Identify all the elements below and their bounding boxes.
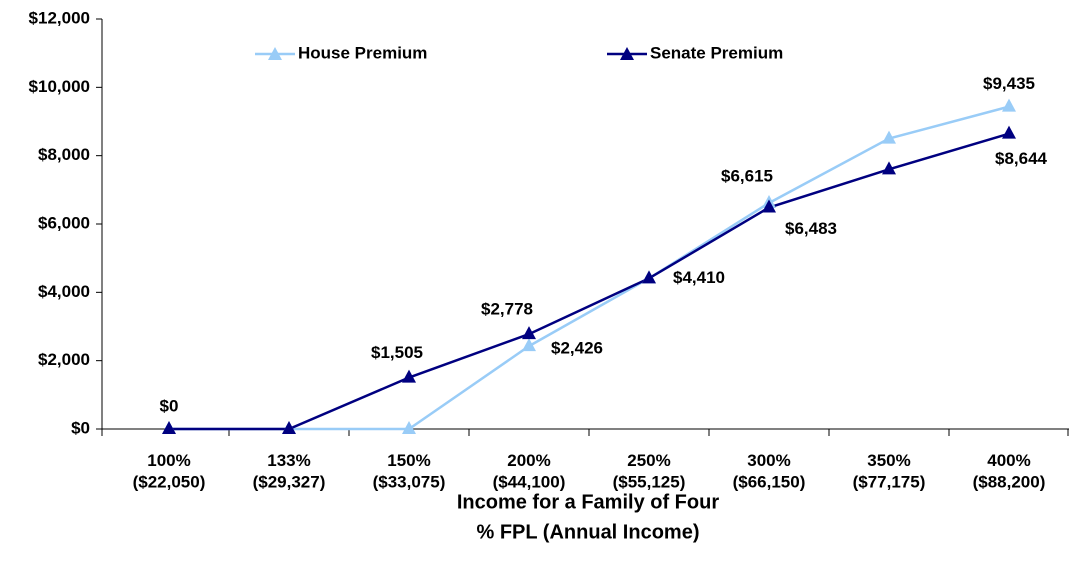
marker	[402, 421, 416, 434]
data-label: $2,778	[481, 300, 533, 319]
marker	[642, 270, 656, 284]
y-tick-label: $2,000	[38, 350, 90, 369]
x-tick-label: 150% ($33,075)	[373, 451, 446, 491]
data-label: $2,426	[551, 339, 603, 358]
x-tick-label: 350% ($77,175)	[853, 451, 926, 491]
legend-label: House Premium	[298, 43, 427, 62]
marker	[522, 326, 536, 340]
legend-marker	[268, 47, 282, 60]
data-label: $6,615	[721, 166, 773, 185]
x-tick-label: 200% ($44,100)	[493, 451, 566, 491]
x-axis-title: % FPL (Annual Income)	[477, 521, 700, 543]
x-tick-label: 100% ($22,050)	[133, 451, 206, 491]
legend-marker	[620, 47, 634, 60]
marker	[162, 421, 176, 434]
y-tick-label: $8,000	[38, 145, 90, 164]
data-label: $1,505	[371, 343, 423, 362]
x-axis-title: Income for a Family of Four	[457, 491, 719, 513]
data-label: $8,644	[995, 149, 1048, 168]
data-label: $4,410	[673, 268, 725, 287]
y-tick-label: $4,000	[38, 282, 90, 301]
data-label: $9,435	[983, 74, 1035, 93]
marker	[402, 369, 416, 383]
legend-label: Senate Premium	[650, 43, 783, 62]
marker	[762, 199, 776, 213]
x-tick-label: 400% ($88,200)	[973, 451, 1046, 491]
data-label: $6,483	[785, 219, 837, 238]
y-tick-label: $12,000	[29, 8, 90, 27]
y-tick-label: $10,000	[29, 77, 90, 96]
data-label: $0	[160, 396, 179, 415]
series-line	[169, 105, 1010, 431]
marker	[522, 338, 536, 352]
marker	[1002, 125, 1016, 139]
series-line	[169, 132, 1010, 431]
marker	[882, 130, 896, 144]
marker	[882, 161, 896, 175]
x-tick-label: 133% ($29,327)	[253, 451, 326, 491]
marker	[282, 421, 296, 434]
y-tick-label: $0	[71, 418, 90, 437]
y-tick-label: $6,000	[38, 213, 90, 232]
x-tick-label: 300% ($66,150)	[733, 451, 806, 491]
x-tick-label: 250% ($55,125)	[613, 451, 686, 491]
marker	[1002, 98, 1016, 112]
